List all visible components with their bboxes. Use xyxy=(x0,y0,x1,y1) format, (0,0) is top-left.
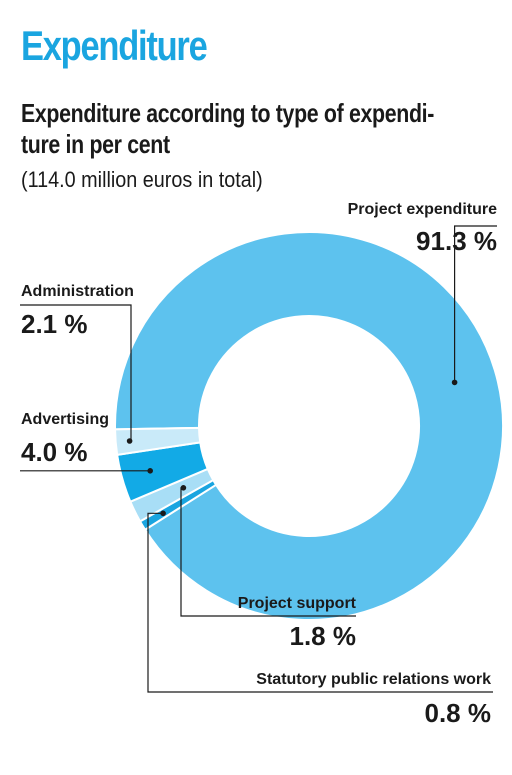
page-heading: Expenditure xyxy=(21,22,208,69)
label-project-expenditure: Project expenditure xyxy=(348,201,497,218)
value-advertising: 4.0 % xyxy=(21,437,88,467)
leader-dot-statutory-public-relations-work xyxy=(160,510,166,517)
leader-dot-administration xyxy=(126,438,133,444)
label-administration: Administration xyxy=(21,283,134,300)
leader-dot-project-expenditure xyxy=(451,379,458,386)
leader-line-project-expenditure xyxy=(454,225,497,383)
chart-title: Expenditure according to type of expendi… xyxy=(21,98,480,160)
slice-project-expenditure xyxy=(114,231,504,621)
leader-lines xyxy=(20,225,497,693)
value-project-support: 1.8 % xyxy=(290,621,357,651)
donut-slices xyxy=(114,231,504,621)
chart-title-line-2: ture in per cent xyxy=(21,129,170,159)
label-advertising: Advertising xyxy=(21,411,109,428)
label-project-support: Project support xyxy=(238,595,357,612)
chart-subtitle: (114.0 million euros in total) xyxy=(21,167,263,192)
leader-dot-project-support xyxy=(180,485,187,491)
value-administration: 2.1 % xyxy=(21,309,88,339)
leader-dot-advertising xyxy=(147,468,153,474)
value-project-expenditure: 91.3 % xyxy=(416,226,497,256)
leader-line-statutory-public-relations-work xyxy=(147,512,493,693)
label-statutory-public-relations-work: Statutory public relations work xyxy=(256,671,491,688)
chart-title-line-1: Expenditure according to type of expendi… xyxy=(21,98,435,128)
slice-administration xyxy=(114,426,202,457)
slice-labels: Project expenditure 91.3 % Statutory publi… xyxy=(21,201,497,728)
value-statutory-public-relations-work: 0.8 % xyxy=(425,698,492,728)
